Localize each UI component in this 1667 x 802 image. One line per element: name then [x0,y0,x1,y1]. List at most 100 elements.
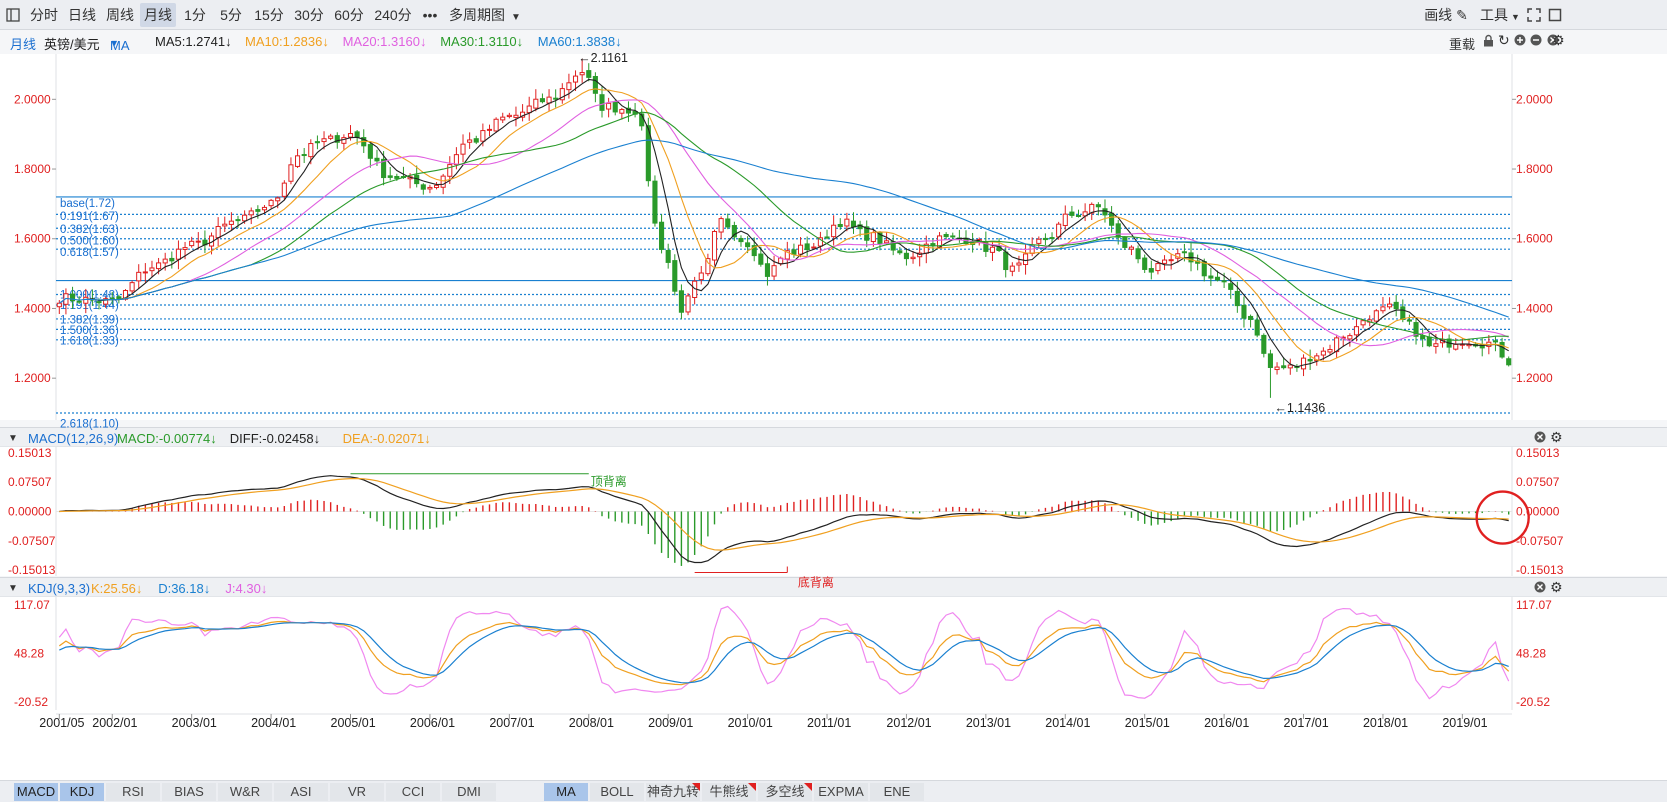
indicator-tab-3[interactable]: BIAS [162,783,216,801]
draw-line-button[interactable]: 画线 ✎ [1420,3,1472,27]
fullscreen-icon[interactable] [1525,3,1543,27]
indicator-tab-15[interactable]: ENE [870,783,924,801]
candle-body [857,224,863,230]
candle-body [824,236,830,239]
candle-body [1188,252,1194,263]
candle-body [1466,343,1472,347]
indicator-tab-0[interactable]: MACD [14,783,58,801]
indicator-tab-7[interactable]: CCI [386,783,440,801]
candle-body [864,226,870,241]
candle-body [784,250,790,260]
ma-legend-item-label: MA5:1.2741 [155,34,226,49]
candle-body [539,98,545,103]
zoom-in-icon[interactable] [1514,34,1526,49]
period-tab-7[interactable]: 30分 [294,7,324,23]
candle-body [606,102,612,110]
close-macd-icon[interactable] [1534,431,1546,446]
period-tab-3[interactable]: 月线 [140,3,176,27]
sidebar-toggle-icon[interactable] [2,3,24,27]
candle-body [189,240,195,247]
period-tab-1[interactable]: 日线 [68,7,96,23]
multi-period-dropdown[interactable]: 多周期图 ▼ [446,3,524,27]
gear-icon[interactable]: ⚙ [1552,32,1565,48]
indicator-tab-label: BOLL [600,784,634,799]
period-tab-9[interactable]: 240分 [374,7,412,23]
close-kdj-icon[interactable] [1534,581,1546,596]
refresh-icon[interactable]: ↻ [1498,32,1510,48]
candle-body [1327,349,1333,353]
more-periods-button[interactable]: ••• [422,7,438,23]
x-axis-label: 2005/01 [331,716,376,730]
candle-body [884,240,890,244]
macd-legend: ▼ MACD(12,26,9) MACD:-0.00774↓ DIFF:-0.02… [0,427,1667,447]
candle-body [1135,248,1141,260]
indicator-tab-6[interactable]: VR [330,783,384,801]
caret-down-icon: ▼ [110,38,119,48]
restore-window-icon[interactable] [1546,3,1564,27]
indicator-tab-9[interactable]: MA [544,783,588,801]
indicator-tab-8[interactable]: DMI [442,783,496,801]
ma-legend-item-label: MA20:1.3160 [342,34,420,49]
candle-body [142,271,148,274]
candle-body [811,246,817,249]
gear-icon[interactable]: ⚙ [1550,429,1563,445]
period-tab-6[interactable]: 15分 [254,7,284,23]
zoom-out-icon[interactable] [1530,34,1542,49]
candle-body [1089,203,1095,214]
gear-icon[interactable]: ⚙ [1550,579,1563,595]
period-tab-2[interactable]: 周线 [106,7,134,23]
indicator-tab-1[interactable]: KDJ [60,783,104,801]
arrow-down-icon: ↓ [615,34,622,49]
candle-body [281,182,287,197]
reset-button[interactable]: 重载 [1449,37,1476,52]
close-main-icon[interactable] [1547,34,1559,49]
main-legend: 月线 英镑/美元 MA ▼ MA5:1.2741↓ MA10:1.2836↓ MA20… [0,30,1667,53]
indicator-tab-4[interactable]: W&R [218,783,272,801]
fib-label: 0.191(1.67) [60,211,119,223]
x-axis-label: 2019/01 [1442,716,1487,730]
indicator-tab-label: 多空线 [765,784,805,799]
candle-body [1181,251,1187,254]
indicator-tabbar: MACD KDJ RSI BIAS W&R ASI VR CCI DMI MA BOLL 神奇九转 牛熊… [0,780,1667,802]
candle-body [983,241,989,252]
lock-icon[interactable] [1483,34,1494,50]
indicator-tab-14[interactable]: EXPMA [814,783,868,801]
candle-body [169,257,175,262]
candle-body [367,144,373,159]
indicator-tab-11[interactable]: 神奇九转 [646,783,700,801]
candle-body [831,224,837,238]
candle-body [711,231,718,261]
collapse-kdj-icon[interactable]: ▼ [8,583,18,594]
indicator-tab-label: EXPMA [818,784,864,799]
period-tab-5[interactable]: 5分 [220,7,242,23]
price-y-label-left: 1.2000 [14,371,51,385]
indicator-tab-13[interactable]: 多空线 [758,783,812,801]
collapse-macd-icon[interactable]: ▼ [8,433,18,444]
macd-legend-item-label: DEA:-0.02071 [342,431,425,446]
indicator-tab-label: 神奇九转 [646,784,699,799]
indicator-tab-2[interactable]: RSI [106,783,160,801]
period-label: 月线 [10,37,37,52]
indicator-tab-label: BIAS [174,784,204,799]
candle-body [546,96,552,104]
period-tab-8[interactable]: 60分 [334,7,364,23]
indicator-tab-12[interactable]: 牛熊线 [702,783,756,801]
candle-body [659,221,665,250]
macd-pane-bg [0,447,1667,576]
candle-body [1413,322,1419,337]
x-axis-label: 2001/05 [39,716,84,730]
candle-body [136,271,142,282]
candle-body [1234,290,1240,307]
candle-body [976,239,982,244]
indicator-tab-label: ASI [290,784,312,799]
candle-body [1049,237,1055,240]
indicator-tab-10[interactable]: BOLL [590,783,644,801]
indicator-tab-5[interactable]: ASI [274,783,328,801]
candle-body [288,164,294,182]
period-tab-4[interactable]: 1分 [184,7,206,23]
candle-body [1201,261,1207,277]
candle-body [804,243,810,251]
tools-dropdown[interactable]: 工具 ▼ [1478,3,1522,27]
period-tab-0[interactable]: 分时 [30,7,58,23]
